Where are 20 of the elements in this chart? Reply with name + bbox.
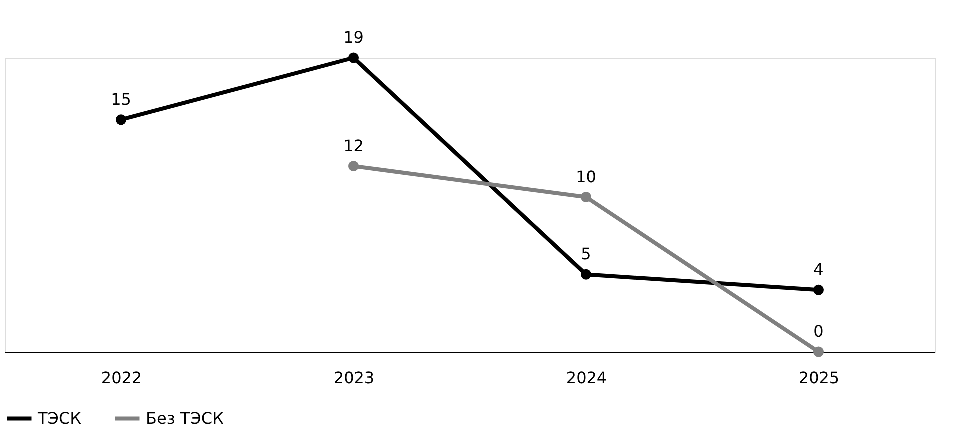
point bbox=[581, 269, 592, 280]
data-label: 15 bbox=[111, 90, 132, 109]
x-tick-label: 2023 bbox=[334, 368, 375, 388]
point bbox=[348, 52, 359, 64]
data-label: 12 bbox=[344, 136, 364, 156]
data-label: 5 bbox=[581, 244, 592, 264]
data-label: 4 bbox=[814, 260, 824, 280]
legend-label: ТЭСК bbox=[37, 408, 82, 428]
x-tick-label: 2024 bbox=[566, 368, 608, 388]
legend-label: Без ТЭСК bbox=[146, 408, 225, 428]
data-label: 0 bbox=[814, 322, 824, 341]
data-label: 10 bbox=[576, 167, 596, 186]
point bbox=[348, 161, 359, 172]
point bbox=[814, 284, 824, 296]
x-tick-label: 2022 bbox=[101, 368, 142, 388]
point bbox=[814, 346, 824, 358]
data-label: 19 bbox=[344, 28, 364, 47]
point bbox=[116, 114, 126, 126]
point bbox=[581, 192, 592, 202]
x-tick-label: 2025 bbox=[798, 368, 840, 388]
